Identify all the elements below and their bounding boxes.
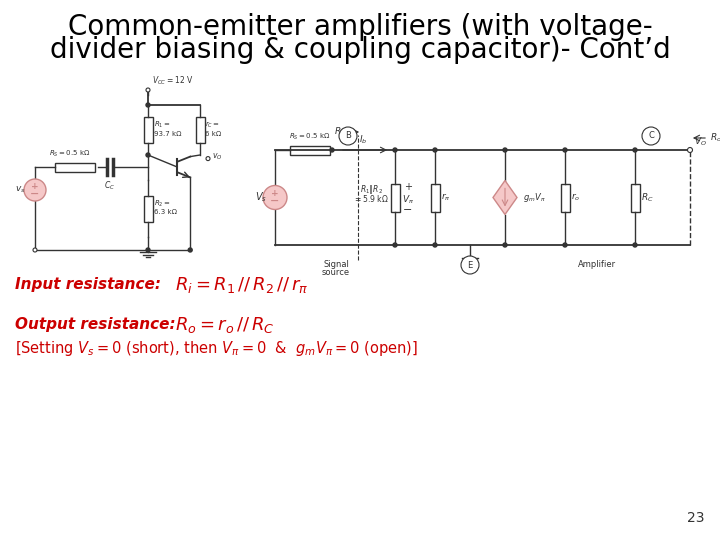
Bar: [196, 117, 204, 143]
Text: $r_\pi$: $r_\pi$: [441, 192, 451, 203]
Text: −: −: [403, 206, 413, 215]
Text: $V_\pi$: $V_\pi$: [402, 193, 414, 206]
Circle shape: [633, 148, 637, 152]
Circle shape: [33, 248, 37, 252]
Text: −: −: [270, 196, 279, 206]
Circle shape: [330, 148, 334, 152]
Text: C: C: [648, 132, 654, 140]
Circle shape: [503, 148, 507, 152]
Text: $R_2 =$: $R_2 =$: [154, 198, 171, 208]
Text: $R_o$: $R_o$: [710, 132, 720, 144]
Circle shape: [633, 243, 637, 247]
Circle shape: [263, 186, 287, 210]
Circle shape: [563, 148, 567, 152]
Text: Signal: Signal: [323, 260, 349, 269]
Bar: [431, 184, 439, 212]
Circle shape: [146, 153, 150, 157]
Bar: [390, 184, 400, 212]
Text: +: +: [404, 181, 412, 192]
Text: $R_i = R_1 \,//\, R_2 \,//\, r_\pi$: $R_i = R_1 \,//\, R_2 \,//\, r_\pi$: [175, 275, 309, 295]
Circle shape: [146, 248, 150, 252]
Circle shape: [146, 88, 150, 92]
Circle shape: [146, 103, 150, 107]
Text: $v_O$: $v_O$: [212, 151, 222, 162]
Text: 93.7 kΩ: 93.7 kΩ: [154, 131, 181, 137]
Text: 6.3 kΩ: 6.3 kΩ: [154, 210, 177, 215]
Circle shape: [24, 179, 46, 201]
Text: divider biasing & coupling capacitor)- Cont’d: divider biasing & coupling capacitor)- C…: [50, 36, 670, 64]
Text: $V_O$: $V_O$: [694, 136, 707, 148]
Circle shape: [563, 243, 567, 247]
Circle shape: [433, 148, 437, 152]
Text: $g_m V_\pi$: $g_m V_\pi$: [523, 191, 546, 204]
Text: Output resistance:: Output resistance:: [15, 318, 176, 333]
Text: Input resistance:: Input resistance:: [15, 278, 161, 293]
Text: $I_b$: $I_b$: [359, 133, 368, 145]
Text: $r_o$: $r_o$: [571, 192, 580, 203]
Bar: [290, 145, 330, 154]
Text: Common-emitter amplifiers (with voltage-: Common-emitter amplifiers (with voltage-: [68, 13, 652, 41]
Circle shape: [393, 243, 397, 247]
Text: −: −: [30, 188, 40, 199]
Text: $r_C =$: $r_C =$: [205, 120, 220, 130]
Polygon shape: [493, 180, 517, 214]
Text: +: +: [31, 182, 39, 191]
Text: $R_i$: $R_i$: [334, 126, 344, 138]
Circle shape: [393, 148, 397, 152]
Text: $R_S = 0.5$ kΩ: $R_S = 0.5$ kΩ: [50, 149, 91, 159]
Circle shape: [461, 256, 479, 274]
Text: $v_s$: $v_s$: [14, 185, 25, 195]
Text: $V_{CC} = 12$ V: $V_{CC} = 12$ V: [152, 75, 194, 87]
Text: $R_C$: $R_C$: [641, 191, 654, 204]
Circle shape: [206, 157, 210, 160]
Text: E: E: [467, 260, 472, 269]
Circle shape: [642, 127, 660, 145]
Circle shape: [503, 243, 507, 247]
Text: $R_1 =$: $R_1 =$: [154, 120, 171, 130]
Bar: [631, 184, 639, 212]
Text: $R_1 \| R_2$: $R_1 \| R_2$: [359, 183, 382, 195]
Text: $C_C$: $C_C$: [104, 179, 115, 192]
Text: B: B: [345, 132, 351, 140]
Text: $= 5.9$ kΩ: $= 5.9$ kΩ: [353, 192, 389, 204]
Text: $V_s$: $V_s$: [255, 191, 267, 205]
Text: +: +: [271, 190, 279, 199]
Circle shape: [188, 248, 192, 252]
Text: source: source: [322, 268, 350, 277]
Bar: [560, 184, 570, 212]
Text: 6 kΩ: 6 kΩ: [205, 131, 221, 137]
Bar: [143, 195, 153, 221]
Text: Amplifier: Amplifier: [578, 260, 616, 269]
Circle shape: [339, 127, 357, 145]
Text: $R_S = 0.5$ kΩ: $R_S = 0.5$ kΩ: [289, 132, 330, 142]
Text: 23: 23: [688, 511, 705, 525]
Bar: [55, 163, 95, 172]
Text: $R_o = r_o \,//\, R_C$: $R_o = r_o \,//\, R_C$: [175, 315, 274, 335]
Text: [Setting $V_s = 0$ (short), then $V_\pi = 0$  &  $g_m V_\pi = 0$ (open)]: [Setting $V_s = 0$ (short), then $V_\pi …: [15, 339, 418, 357]
Circle shape: [433, 243, 437, 247]
Circle shape: [688, 147, 693, 152]
Bar: [143, 117, 153, 143]
